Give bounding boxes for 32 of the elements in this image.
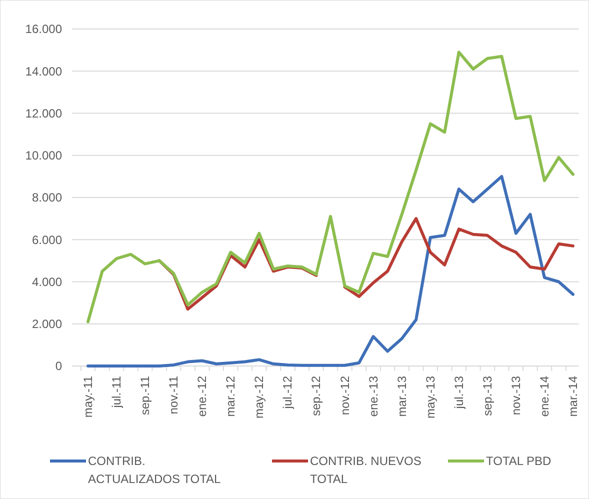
x-tick-label: nov.-12 [338,376,352,416]
x-tick-label: jul.-13 [452,376,466,410]
y-tick-label: 14.000 [25,64,62,78]
x-tick-label: ene.-12 [195,376,210,417]
x-tick-label: may.-12 [252,376,266,418]
x-tick-label: mar.-12 [224,376,238,417]
y-tick-label: 12.000 [25,106,62,120]
x-tick-label: may.-13 [423,376,438,418]
line-series [86,50,574,324]
x-tick-label: jul.-12 [280,376,295,410]
legend-label: CONTRIB. NUEVOS TOTAL [310,454,422,486]
x-tick-label: sep.-12 [309,376,324,416]
y-tick-label: 10.000 [25,148,62,163]
y-tick-label: 4.000 [32,274,62,289]
y-tick-label: 8.000 [32,190,62,205]
x-tick-label: ene.-14 [537,376,552,417]
x-tick-label: mar.-14 [566,376,580,417]
legend-label: CONTRIB. ACTUALIZADOS TOTAL [88,454,222,486]
y-tick-label: 16.000 [25,22,62,36]
x-tick-label: nov.-13 [508,376,523,416]
x-tick-label: ene.-13 [366,376,380,417]
y-tick-label: 6.000 [32,232,62,247]
line-series [86,174,574,368]
y-tick-label: 0 [55,359,62,374]
y-tick-label: 2.000 [32,317,62,332]
x-tick-label: sep.-11 [138,376,152,416]
legend-label: TOTAL PBD [486,454,552,468]
x-tick-label: mar.-13 [394,376,409,417]
x-tick-label: may.-11 [81,376,95,418]
x-tick-label: nov.-11 [166,376,181,414]
x-tick-label: sep.-13 [480,376,494,416]
x-tick-label: jul.-11 [110,376,124,409]
